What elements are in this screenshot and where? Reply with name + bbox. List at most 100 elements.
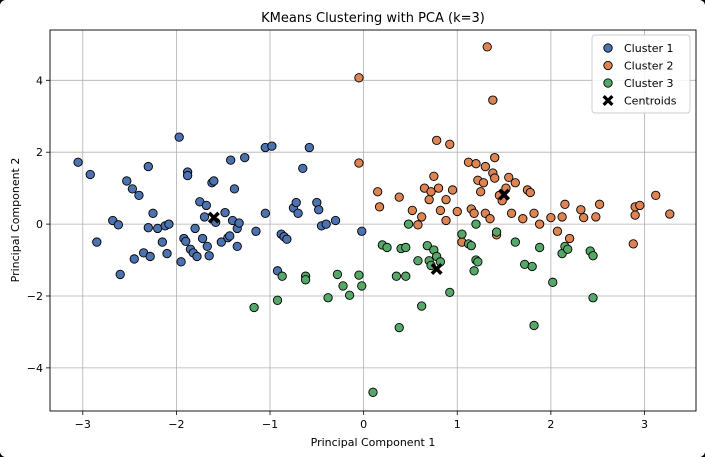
cluster-2-point <box>560 199 570 209</box>
cluster-2-point <box>504 172 514 183</box>
cluster-3-point <box>357 281 367 291</box>
x-axis-label: Principal Component 1 <box>311 436 436 449</box>
cluster-3-point <box>563 244 573 254</box>
cluster-2-point <box>417 212 427 222</box>
legend-marker <box>603 43 613 53</box>
cluster-2-point <box>413 220 423 230</box>
cluster-2-point <box>476 187 486 197</box>
cluster-2-point <box>665 209 675 219</box>
x-tick-label: −1 <box>262 418 278 431</box>
cluster-3-point <box>466 241 476 251</box>
cluster-1-point <box>204 251 214 261</box>
cluster-2-point <box>564 233 575 244</box>
cluster-1-point <box>357 226 367 236</box>
cluster-2-point <box>630 210 640 220</box>
cluster-1-point <box>209 176 219 186</box>
cluster-3-point <box>445 287 455 298</box>
cluster-2-point <box>552 226 563 236</box>
cluster-3-point <box>277 271 287 281</box>
cluster-1-point <box>240 152 250 163</box>
cluster-2-point <box>447 185 458 195</box>
cluster-1-point <box>234 218 244 228</box>
y-tick-label: −4 <box>27 362 43 375</box>
cluster-1-point <box>181 236 191 246</box>
cluster-3-point <box>548 277 558 287</box>
legend-label: Centroids <box>624 95 677 108</box>
cluster-2-point <box>441 195 451 205</box>
cluster-1-point <box>122 176 132 186</box>
cluster-1-point <box>176 257 186 267</box>
cluster-3-point <box>323 293 333 303</box>
cluster-1-point <box>314 205 324 215</box>
legend-box <box>591 34 691 114</box>
cluster-1-point <box>127 184 138 194</box>
cluster-1-point <box>291 197 301 208</box>
cluster-2-point <box>374 202 385 212</box>
cluster-1-point <box>73 157 83 167</box>
y-axis-ticks: −4 −2 0 2 4 <box>27 74 50 375</box>
cluster-3-point <box>391 271 402 281</box>
y-tick-label: 0 <box>36 218 43 231</box>
cluster-2-point <box>534 219 545 229</box>
cluster-1-point <box>232 241 242 252</box>
cluster-3-point <box>457 229 467 239</box>
cluster-2-point <box>546 212 556 223</box>
y-tick-label: 2 <box>36 146 43 159</box>
y-tick-label: −2 <box>27 290 43 303</box>
cluster-2-point <box>407 205 417 216</box>
cluster-2-point <box>525 187 535 198</box>
centroid-markers <box>207 188 511 276</box>
legend-marker <box>603 78 613 88</box>
y-tick-label: 4 <box>36 74 43 87</box>
legend: Cluster 1 Cluster 2 Cluster 3 Centroids <box>591 34 691 114</box>
legend-label: Cluster 2 <box>624 60 674 73</box>
cluster-2-point <box>510 178 520 188</box>
cluster-3-point <box>332 269 343 280</box>
cluster-2-point <box>490 173 500 183</box>
cluster-1-point <box>174 132 184 142</box>
cluster-1-point <box>260 208 270 218</box>
cluster-1-point <box>143 161 153 172</box>
cluster-1-point <box>157 237 167 247</box>
cluster-3-point <box>382 242 392 253</box>
cluster-3-point <box>401 242 411 253</box>
cluster-2-point <box>424 195 434 205</box>
cluster-1-point <box>293 208 303 218</box>
cluster-1-point <box>216 237 226 247</box>
cluster-2-point <box>576 205 586 215</box>
cluster-2-point <box>354 73 364 83</box>
cluster-3-point <box>338 281 348 291</box>
cluster-2-point <box>579 212 589 223</box>
cluster-1-point <box>251 226 261 236</box>
cluster-3-point <box>272 295 283 305</box>
cluster-2-point <box>518 214 528 224</box>
cluster-3-point <box>249 302 259 313</box>
cluster-2-point <box>506 208 517 218</box>
cluster-3-point <box>401 271 411 281</box>
grid-lines <box>50 30 696 411</box>
cluster-2-point <box>485 214 495 224</box>
cluster-1-point <box>225 231 235 241</box>
cluster-3-point <box>413 256 423 266</box>
cluster-3-point <box>469 266 479 276</box>
cluster-2-point <box>490 152 500 163</box>
cluster-2-point <box>591 212 601 222</box>
cluster-2-point <box>557 212 567 222</box>
cluster-3-point <box>368 387 378 397</box>
cluster-2-point <box>478 178 489 188</box>
cluster-3-point <box>529 320 539 331</box>
cluster-1-point <box>182 170 193 181</box>
x-tick-label: 3 <box>641 418 648 431</box>
cluster-2-point <box>471 159 481 169</box>
cluster-2-point <box>469 208 479 218</box>
cluster-2-point <box>529 208 539 218</box>
cluster-1-point <box>321 219 331 229</box>
cluster-1-point <box>162 248 172 259</box>
cluster-2-point <box>394 192 404 202</box>
legend-marker <box>603 60 613 71</box>
cluster-2-point <box>635 200 645 211</box>
cluster-1-point <box>199 212 210 222</box>
cluster-3-point <box>534 242 545 253</box>
